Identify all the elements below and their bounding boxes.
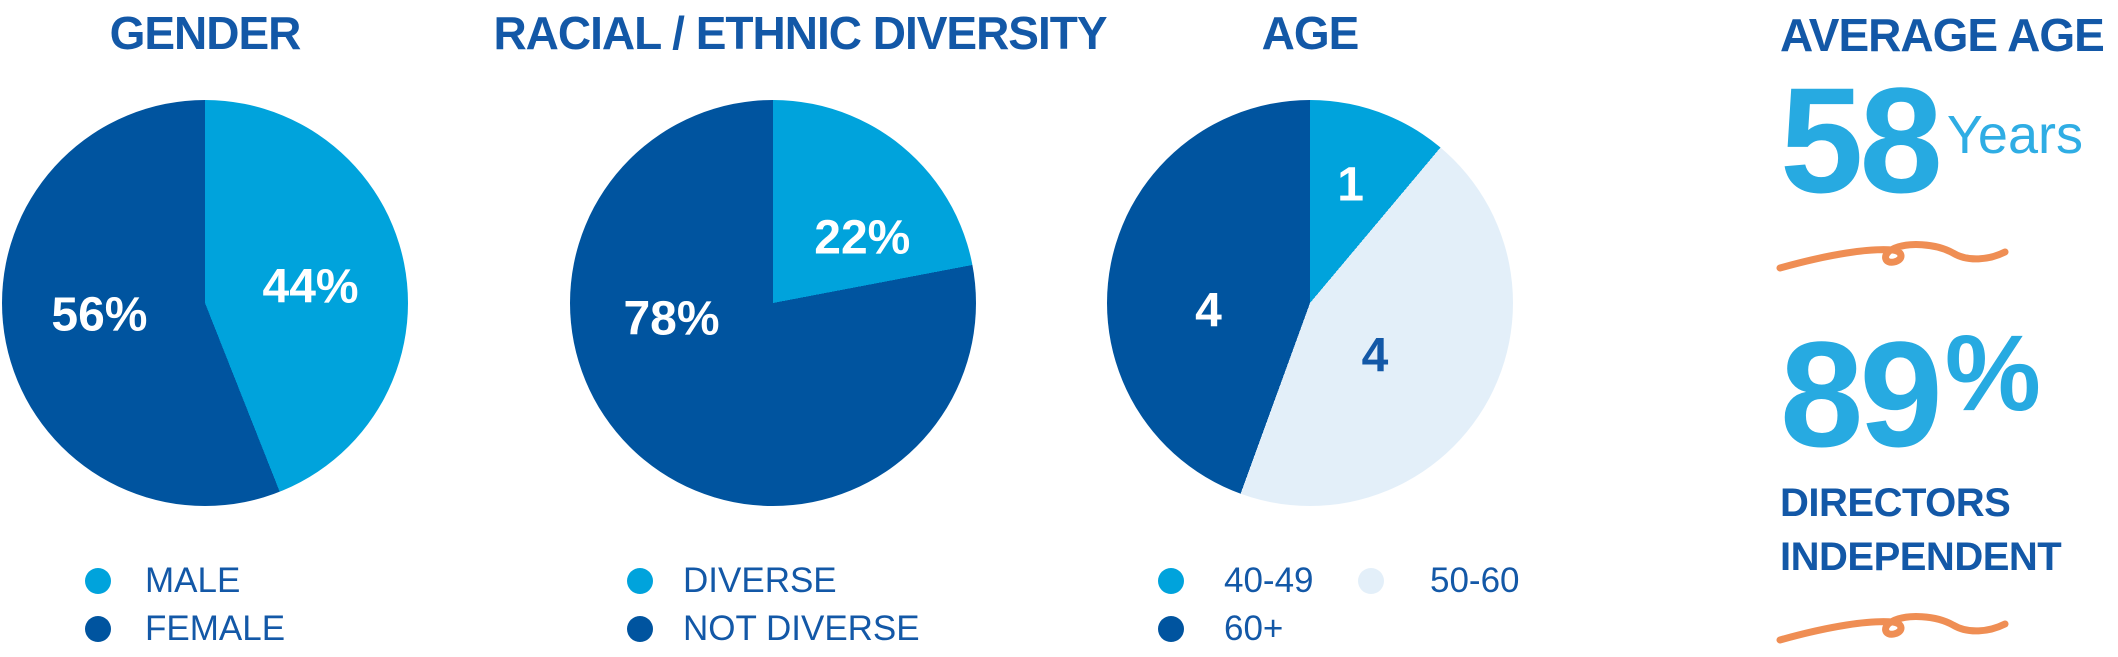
gender-female-value-label: 56% <box>51 288 148 342</box>
legend-label-male: MALE <box>145 561 241 600</box>
age-chart-title: AGE <box>1261 7 1360 59</box>
independent-directors-label-line1: DIRECTORS <box>1780 481 2011 525</box>
gender-pie-chart: 44% 56% <box>2 100 408 506</box>
independent-directors-value: 89 <box>1780 310 1943 478</box>
average-age-stat: 58 Years <box>1780 56 2083 224</box>
independent-directors-label-line2: INDEPENDENT <box>1780 535 2062 579</box>
legend-label-diverse: DIVERSE <box>683 561 837 600</box>
average-age-title: AVERAGE AGE <box>1780 9 2105 61</box>
male-legend-dot-icon <box>85 568 111 594</box>
age-50-60-value-label: 4 <box>1361 329 1389 383</box>
legend-label-not-diverse: NOT DIVERSE <box>683 609 920 648</box>
legend-item-male: MALE <box>85 561 241 600</box>
wave-underline-icon <box>1776 613 2009 644</box>
age-60-plus-legend-dot-icon <box>1158 616 1184 642</box>
diversity-chart-title: RACIAL / ETHNIC DIVERSITY <box>493 7 1107 59</box>
diverse-legend-dot-icon <box>627 568 653 594</box>
independent-directors-unit: % <box>1944 312 2041 433</box>
diversity-pie-chart: 22% 78% <box>570 100 976 506</box>
not-diverse-value-label: 78% <box>623 292 720 346</box>
legend-label-60-plus: 60+ <box>1224 609 1284 648</box>
legend-label-40-49: 40-49 <box>1224 561 1314 600</box>
average-age-unit: Years <box>1946 105 2083 165</box>
female-legend-dot-icon <box>85 616 111 642</box>
legend-item-60-plus: 60+ <box>1158 609 1284 648</box>
diverse-value-label: 22% <box>814 211 911 265</box>
age-40-49-value-label: 1 <box>1337 158 1364 212</box>
independent-directors-label: DIRECTORS INDEPENDENT <box>1780 476 2062 584</box>
average-age-value: 58 <box>1780 56 1943 224</box>
age-pie-chart: 1 4 4 <box>1107 100 1513 506</box>
legend-item-female: FEMALE <box>85 609 286 648</box>
legend-label-50-60: 50-60 <box>1430 561 1520 600</box>
not-diverse-legend-dot-icon <box>627 616 653 642</box>
legend-label-female: FEMALE <box>145 609 286 648</box>
wave-underline-icon <box>1776 241 2009 272</box>
legend-item-not-diverse: NOT DIVERSE <box>627 609 920 648</box>
legend-item-40-49: 40-49 <box>1158 561 1314 600</box>
age-40-49-legend-dot-icon <box>1158 568 1184 594</box>
gender-male-value-label: 44% <box>262 260 359 314</box>
gender-chart-title: GENDER <box>109 7 302 59</box>
age-60-plus-value-label: 4 <box>1195 284 1222 338</box>
independent-directors-stat: 89 % <box>1780 310 2041 478</box>
legend-item-diverse: DIVERSE <box>627 561 837 600</box>
age-50-60-legend-dot-icon <box>1358 568 1384 594</box>
legend-item-50-60: 50-60 <box>1358 561 1520 600</box>
